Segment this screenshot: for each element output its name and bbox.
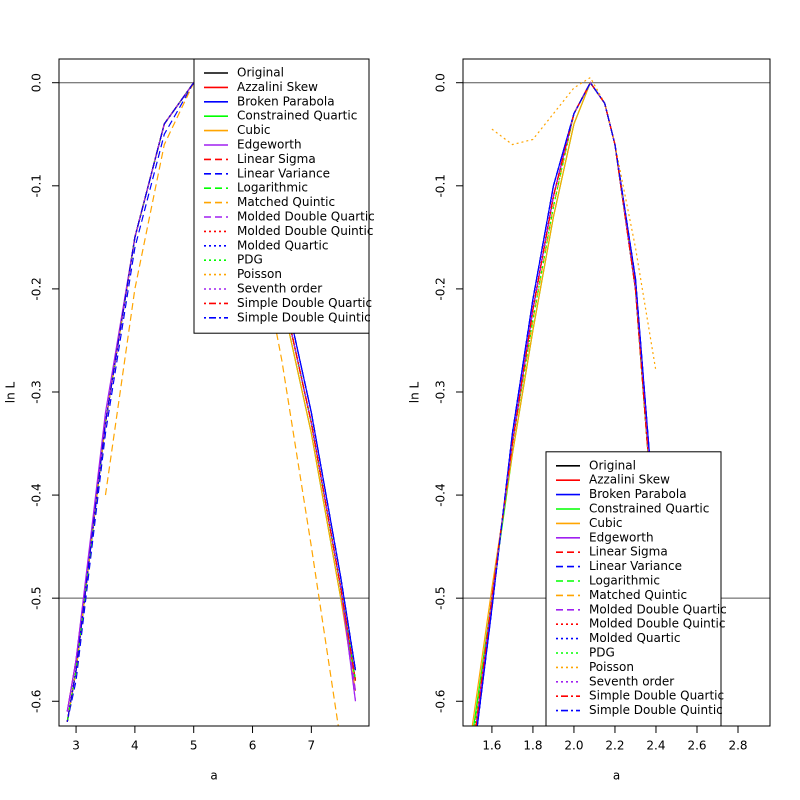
series-line	[476, 81, 667, 726]
x-tick-label: 2.6	[687, 739, 706, 753]
y-tick-label: 0.0	[30, 73, 44, 92]
y-tick-label: 0.0	[434, 73, 448, 92]
x-axis-label: a	[613, 769, 620, 783]
y-axis-label: ln L	[4, 381, 18, 403]
x-tick-label: 2.8	[728, 739, 747, 753]
legend-label: Azzalini Skew	[237, 80, 318, 94]
series-line	[491, 76, 657, 372]
legend-label: Original	[237, 66, 284, 80]
legend-label: Simple Double Quintic	[237, 310, 371, 324]
legend-label: Constrained Quartic	[589, 502, 709, 516]
y-tick-label: -0.6	[434, 690, 448, 713]
legend-label: Molded Double Quartic	[237, 210, 375, 224]
y-axis-label: ln L	[408, 381, 422, 403]
y-tick-label: -0.1	[434, 174, 448, 197]
series-line	[66, 81, 357, 722]
x-tick-label: 2.2	[605, 739, 624, 753]
legend-label: Simple Double Quintic	[589, 703, 723, 717]
legend-label: Molded Quartic	[589, 631, 680, 645]
x-tick-label: 1.6	[482, 739, 501, 753]
x-tick-label: 2.4	[646, 739, 665, 753]
series-line	[66, 81, 357, 722]
legend-label: PDG	[237, 253, 263, 267]
legend-label: Cubic	[589, 516, 623, 530]
y-tick-label: -0.4	[434, 483, 448, 506]
y-tick-label: -0.2	[30, 277, 44, 300]
legend-label: Edgeworth	[589, 530, 654, 544]
legend-label: Original	[589, 458, 636, 472]
legend-label: Seventh order	[237, 282, 322, 296]
legend-label: Broken Parabola	[237, 94, 335, 108]
legend-label: Molded Quartic	[237, 238, 328, 252]
legend-label: Seventh order	[589, 674, 674, 688]
y-tick-label: -0.4	[30, 483, 44, 506]
y-tick-label: -0.3	[434, 380, 448, 403]
x-axis-label: a	[210, 769, 217, 783]
x-tick-label: 6	[249, 739, 257, 753]
x-tick-label: 7	[308, 739, 316, 753]
y-tick-label: -0.5	[30, 586, 44, 609]
y-tick-label: -0.1	[30, 174, 44, 197]
x-tick-label: 3	[72, 739, 80, 753]
legend-label: Edgeworth	[237, 138, 302, 152]
panel: 3 4 5 6 7 0.0 -0.1 -0.2 -0.3 -0.4 -0.5 -0.6 a ln L Ori…	[4, 58, 375, 783]
legend-label: Constrained Quartic	[237, 109, 357, 123]
legend-label: Logarithmic	[237, 181, 308, 195]
legend-label: Cubic	[237, 123, 271, 137]
plot-area	[463, 76, 770, 726]
legend-label: Azzalini Skew	[589, 473, 670, 487]
legend-label: PDG	[589, 646, 615, 660]
legend-label: Logarithmic	[589, 574, 660, 588]
legend-label: Poisson	[589, 660, 634, 674]
legend-label: Simple Double Quartic	[237, 296, 372, 310]
legend-label: Molded Double Quintic	[589, 617, 725, 631]
y-tick-label: -0.6	[30, 690, 44, 713]
legend-label: Linear Variance	[589, 559, 682, 573]
legend-label: Simple Double Quartic	[589, 689, 724, 703]
legend-label: Matched Quintic	[589, 588, 687, 602]
legend-label: Linear Sigma	[237, 152, 316, 166]
x-tick-label: 1.8	[523, 739, 542, 753]
x-tick-label: 2.0	[564, 739, 583, 753]
legend-label: Linear Variance	[237, 166, 330, 180]
legend-box	[193, 58, 370, 334]
y-tick-label: -0.2	[434, 277, 448, 300]
x-tick-label: 4	[131, 739, 139, 753]
x-tick-label: 5	[190, 739, 198, 753]
legend-box	[545, 451, 722, 727]
legend-label: Matched Quintic	[237, 195, 335, 209]
legend-label: Linear Sigma	[589, 545, 668, 559]
y-tick-label: -0.5	[434, 586, 448, 609]
legend-label: Molded Double Quintic	[237, 224, 373, 238]
y-tick-label: -0.3	[30, 380, 44, 403]
legend-label: Broken Parabola	[589, 487, 687, 501]
legend-label: Molded Double Quartic	[589, 602, 727, 616]
panel: 1.6 1.8 2.0 2.2 2.4 2.6 2.8 0.0 -0.1 -0.2 -0.3 -0.4…	[408, 58, 771, 783]
legend-label: Poisson	[237, 267, 282, 281]
